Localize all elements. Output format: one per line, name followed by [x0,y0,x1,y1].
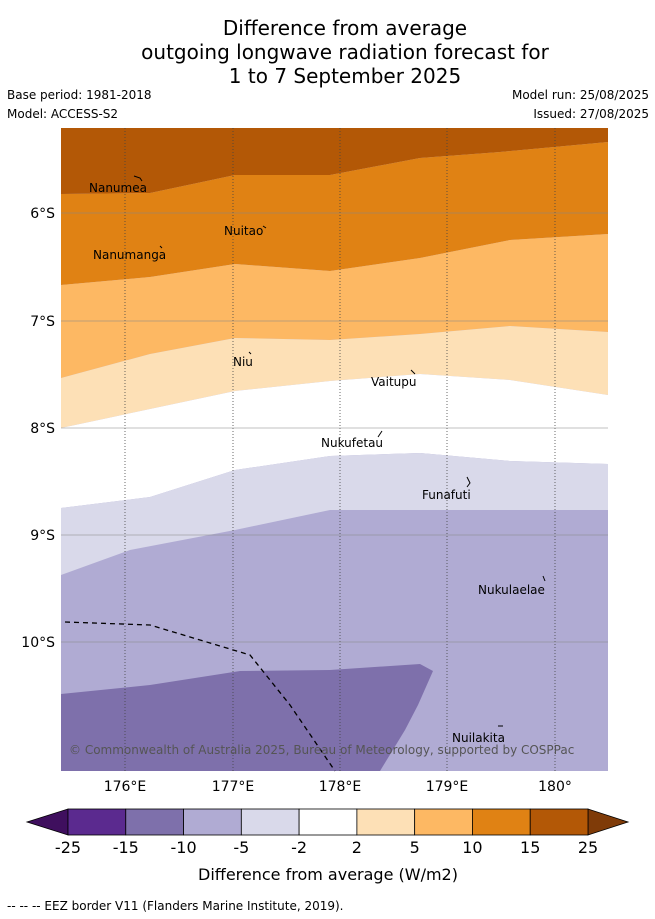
place-nukulaelae: Nukulaelae [478,583,545,597]
field-near-average [61,374,608,508]
colorbar-tick-label: 25 [578,838,598,857]
colorbar-swatch-7 [472,808,531,836]
model-run: Model run: 25/08/2025 [511,88,649,102]
colorbar-swatch-3 [240,808,300,836]
x-tick-180: 180° [538,779,572,795]
chart-title: Difference from average outgoing longwav… [0,16,655,88]
field-10-15 [61,142,608,285]
issued-date: Issued: 27/08/2025 [533,107,649,121]
colorbar-tick-label: 10 [462,838,482,857]
colorbar-swatch-0 [67,808,127,836]
y-tick-7s: 7°S [30,314,55,330]
anomaly-fields [61,128,608,771]
colorbar-tick-label: 2 [352,838,362,857]
colorbar-tick-label: -25 [55,838,81,857]
colorbar-tick-label: -2 [291,838,307,857]
place-nuitao: Nuitao [224,224,263,238]
island-funafuti-icon [466,476,471,488]
map-y-axis: 6°S 7°S 8°S 9°S 10°S [21,206,55,651]
island-niu-icon [248,351,252,355]
colorbar-swatch-6 [414,808,473,836]
colorbar-tick-label: -15 [113,838,139,857]
colorbar-swatch-4 [298,808,358,836]
title-line-2: outgoing longwave radiation forecast for [141,40,549,64]
copyright-notice: © Commonwealth of Australia 2025, Bureau… [69,743,574,757]
y-tick-9s: 9°S [30,528,55,544]
x-tick-179e: 179°E [426,779,469,795]
title-line-1: Difference from average [222,16,468,40]
place-vaitupu: Vaitupu [371,375,417,389]
map-x-axis: 176°E 177°E 178°E 179°E 180° [104,779,572,795]
colorbar-swatch-1 [125,808,184,836]
colorbar-swatch-5 [356,808,416,836]
place-nukufetau: Nukufetau [321,436,383,450]
colorbar-tick-label: -5 [233,838,249,857]
field-minus15 [61,664,433,771]
place-labels: Nanumea Nuitao Nanumanga Niu Vaitupu Nuk… [89,181,545,745]
colorbar-swatch-8 [529,808,589,836]
colorbar-tick-label: 5 [410,838,420,857]
x-tick-178e: 178°E [319,779,362,795]
eez-border [64,621,336,772]
place-niu: Niu [233,355,253,369]
colorbar-tick-label: -10 [170,838,196,857]
x-tick-177e: 177°E [212,779,255,795]
colorbar [25,808,630,836]
colorbar-over-arrow [587,808,630,836]
place-nanumanga: Nanumanga [93,248,166,262]
island-nanumea-icon [133,175,143,182]
colorbar-label: Difference from average (W/m2) [198,865,458,884]
place-funafuti: Funafuti [422,488,471,502]
field-5-10 [61,234,608,378]
eez-footnote: -- -- -- EEZ border V11 (Flanders Marine… [7,899,344,913]
island-nukufetau-icon [377,430,383,438]
island-markers [133,175,546,727]
y-tick-8s: 8°S [30,421,55,437]
y-tick-10s: 10°S [21,635,55,651]
colorbar-tick-label: 15 [520,838,540,857]
island-nukulaelae-icon [542,575,546,582]
island-nanumanga-icon [159,245,163,249]
place-nanumea: Nanumea [89,181,147,195]
field-2-5 [61,326,608,428]
field-minus5 [61,453,608,575]
base-period: Base period: 1981-2018 [7,88,152,102]
colorbar-swatch-2 [183,808,242,836]
field-15-25 [61,128,608,194]
map-gridlines [61,128,608,771]
colorbar-under-arrow [25,808,69,836]
model-name: Model: ACCESS-S2 [7,107,119,121]
place-nuilakita: Nuilakita [452,731,505,745]
island-vaitupu-icon [410,369,416,375]
island-nuitao-icon [262,225,267,229]
colorbar-ticks: -25 -15 -10 -5 -2 2 5 10 15 25 [55,838,598,857]
x-tick-176e: 176°E [104,779,147,795]
title-line-3: 1 to 7 September 2025 [228,64,462,88]
y-tick-6s: 6°S [30,206,55,222]
